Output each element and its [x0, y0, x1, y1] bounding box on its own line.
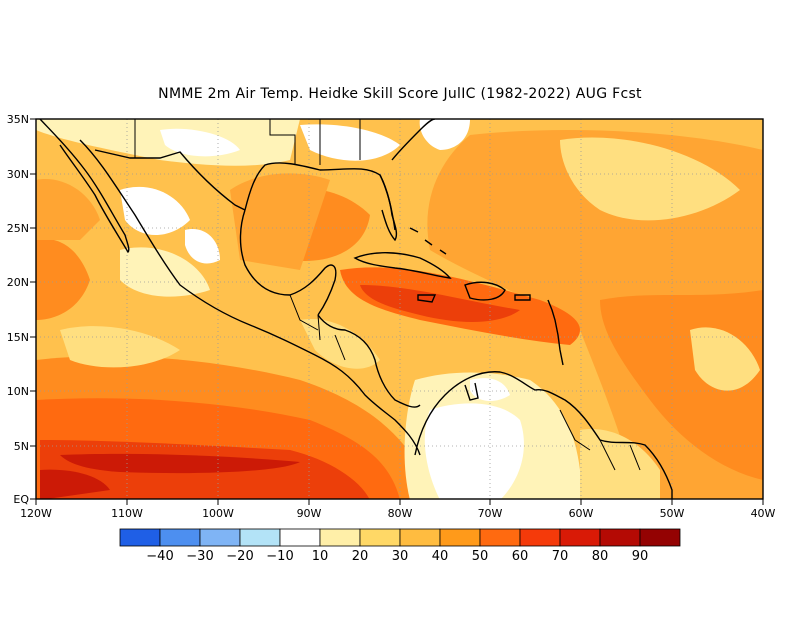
lon-label: 80W — [388, 507, 413, 520]
lon-label: 110W — [111, 507, 143, 520]
colorbar-swatch — [559, 528, 601, 547]
lat-label: EQ — [13, 493, 29, 506]
colorbar-label: −20 — [226, 549, 253, 564]
lon-label: 70W — [478, 507, 503, 520]
colorbar-label: −30 — [186, 549, 213, 564]
ticks — [30, 118, 764, 505]
colorbar-label: 20 — [352, 549, 369, 564]
colorbar-swatch — [519, 528, 561, 547]
lat-label: 10N — [7, 385, 29, 398]
colorbar-label: −40 — [146, 549, 173, 564]
map-title: NMME 2m Air Temp. Heidke Skill Score Jul… — [158, 86, 642, 102]
colorbar-swatch — [399, 528, 441, 547]
colorbar-swatch — [439, 528, 481, 547]
colorbar — [119, 528, 681, 547]
colorbar-swatch — [319, 528, 361, 547]
lat-label: 20N — [7, 276, 29, 289]
colorbar-label: 40 — [432, 549, 449, 564]
lat-label: 5N — [14, 440, 29, 453]
borders — [134, 119, 641, 471]
colorbar-label: −10 — [266, 549, 293, 564]
colorbar-swatch — [119, 528, 161, 547]
lon-label: 120W — [20, 507, 52, 520]
colorbar-label: 60 — [512, 549, 529, 564]
lat-label: 15N — [7, 331, 29, 344]
colorbar-label: 90 — [632, 549, 649, 564]
colorbar-label: 80 — [592, 549, 609, 564]
lon-label: 100W — [202, 507, 234, 520]
colorbar-swatch — [479, 528, 521, 547]
lon-label: 90W — [297, 507, 322, 520]
colorbar-swatch — [599, 528, 641, 547]
lon-label: 60W — [569, 507, 594, 520]
colorbar-swatch — [359, 528, 401, 547]
lon-label: 50W — [660, 507, 685, 520]
lon-labels: 120W 110W 100W 90W 80W 70W 60W 50W 40W — [20, 507, 775, 520]
gridlines — [36, 119, 763, 499]
colorbar-swatch — [279, 528, 321, 547]
colorbar-label: 50 — [472, 549, 489, 564]
colorbar-labels: −40 −30 −20 −10 10 20 30 40 50 60 70 80 90 — [146, 549, 648, 564]
lat-label: 30N — [7, 168, 29, 181]
lat-label: 25N — [7, 222, 29, 235]
lat-labels: 35N 30N 25N 20N 15N 10N 5N EQ — [7, 113, 30, 506]
skill-field — [36, 119, 763, 499]
colorbar-label: 30 — [392, 549, 409, 564]
colorbar-swatch — [199, 528, 241, 547]
lon-label: 40W — [751, 507, 776, 520]
colorbar-label: 70 — [552, 549, 569, 564]
colorbar-swatch — [159, 528, 201, 547]
lat-label: 35N — [7, 113, 29, 126]
colorbar-swatch — [239, 528, 281, 547]
coastlines — [39, 119, 673, 499]
colorbar-swatch — [639, 528, 681, 547]
colorbar-label: 10 — [312, 549, 329, 564]
